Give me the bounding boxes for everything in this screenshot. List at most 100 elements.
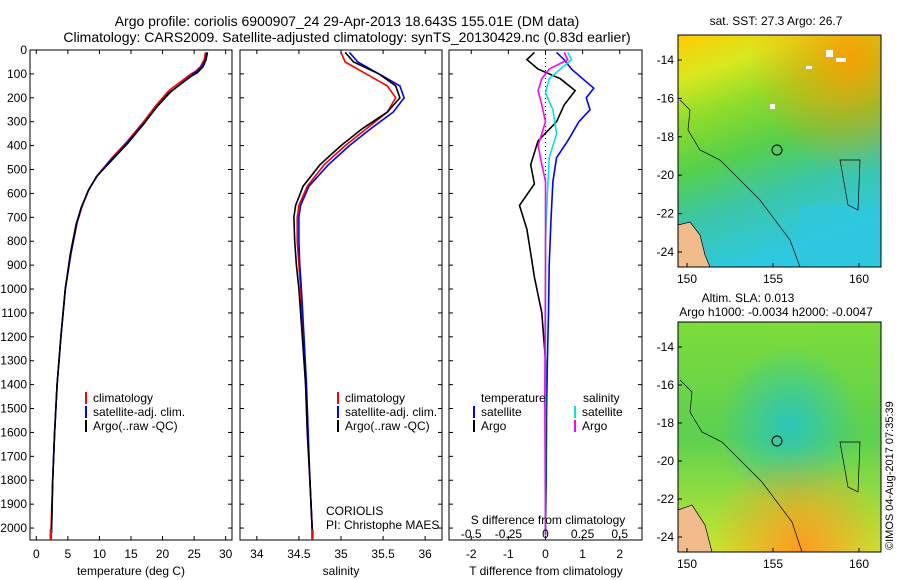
x-tick-label: 5 xyxy=(65,547,72,561)
map-lon-label: 150 xyxy=(677,557,697,571)
sst-map xyxy=(677,34,882,268)
salinity-legend: climatology satellite-adj. clim. Argo(..… xyxy=(326,391,439,532)
map-lat-label: -22 xyxy=(657,207,675,221)
temperature-panel xyxy=(29,49,233,541)
temperature-legend: climatology satellite-adj. clim. Argo(..… xyxy=(85,391,185,433)
pi-label: PI: Christophe MAES xyxy=(326,518,439,532)
legend-label-climatology: climatology xyxy=(345,391,405,405)
map-lat-label: -18 xyxy=(657,130,675,144)
coriolis-label: CORIOLIS xyxy=(326,504,383,518)
x-tick-label: 36 xyxy=(418,547,432,561)
legend-label-satellite: satellite-adj. clim. xyxy=(345,405,437,419)
sla-map-title-line2: Argo h1000: -0.0034 h2000: -0.0047 xyxy=(679,305,873,319)
series-line-climatology xyxy=(50,52,207,536)
legend-header-salinity: salinity xyxy=(583,391,620,405)
x-tick-label: 35 xyxy=(334,547,348,561)
sla-map-frame xyxy=(677,321,882,553)
depth-tick-label: 1900 xyxy=(0,497,27,511)
series-line-argo xyxy=(518,51,577,536)
salinity-axis-label: salinity xyxy=(323,564,360,578)
depth-tick-label: 2000 xyxy=(0,521,27,535)
x-tick-label: 2 xyxy=(616,547,623,561)
map-lat-label: -22 xyxy=(657,492,675,506)
map-lat-label: -24 xyxy=(657,245,675,259)
map-lat-label: -14 xyxy=(657,53,675,67)
legend-label-temp-argo: Argo xyxy=(481,419,507,433)
difference-legend: temperature salinity satellite Argo sate… xyxy=(473,391,623,433)
depth-tick-label: 600 xyxy=(7,186,27,200)
sst-map-frame xyxy=(677,34,882,268)
sst-reef-contour xyxy=(679,99,801,268)
imos-credit: ©IMOS 04-Aug-2017 07:35:39 xyxy=(884,401,896,550)
depth-tick-label: 1400 xyxy=(0,378,27,392)
sst-missing-pixel xyxy=(826,50,833,57)
depth-tick-label: 1800 xyxy=(0,473,27,487)
map-lon-label: 155 xyxy=(763,272,783,286)
legend-label-climatology: climatology xyxy=(93,391,153,405)
map-lon-label: 160 xyxy=(849,557,869,571)
s-difference-tick-label: 0 xyxy=(542,527,549,541)
s-difference-tick-label: -0.25 xyxy=(495,527,523,541)
map-lat-label: -16 xyxy=(657,378,675,392)
sla-reef-contour xyxy=(679,379,803,553)
series-line-satellite xyxy=(298,51,405,533)
depth-tick-label: 400 xyxy=(7,139,27,153)
sst-map-cool-patch xyxy=(800,205,881,267)
depth-tick-label: 1000 xyxy=(0,282,27,296)
argo-position-marker xyxy=(771,144,783,156)
depth-tick-label: 1700 xyxy=(0,449,27,463)
salinity-panel xyxy=(239,49,443,541)
x-tick-label: 34.5 xyxy=(287,547,311,561)
legend-label-satellite: satellite-adj. clim. xyxy=(93,405,185,419)
depth-tick-label: 200 xyxy=(7,91,27,105)
x-tick-label: 15 xyxy=(124,547,138,561)
depth-tick-label: 1100 xyxy=(1,306,27,320)
map-lon-label: 150 xyxy=(677,272,697,286)
map-lat-label: -20 xyxy=(657,168,675,182)
sst-missing-pixel xyxy=(770,104,775,109)
sla-reef-contour xyxy=(839,441,861,493)
x-tick-label: 30 xyxy=(219,547,233,561)
depth-tick-label: 1500 xyxy=(0,402,27,416)
sst-map-title: sat. SST: 27.3 Argo: 26.7 xyxy=(710,14,843,28)
legend-label-temp-satellite: satellite xyxy=(481,405,522,419)
x-tick-label: 25 xyxy=(187,547,201,561)
figure-title-line2: Climatology: CARS2009. Satellite-adjuste… xyxy=(63,29,630,45)
map-lat-label: -20 xyxy=(657,454,675,468)
x-tick-label: -1 xyxy=(503,547,514,561)
sla-map xyxy=(677,321,882,553)
s-difference-tick-label: 0.5 xyxy=(611,527,628,541)
series-line-satellite xyxy=(544,51,595,536)
depth-axis: 0 100 200 300 400 500 600 700 800 900 1000 1100 1200… xyxy=(0,43,27,535)
x-tick-label: 1 xyxy=(579,547,586,561)
x-tick-label: 34 xyxy=(250,547,264,561)
series-line-argo xyxy=(293,51,401,533)
depth-tick-label: 1200 xyxy=(0,330,27,344)
x-tick-label: 0 xyxy=(33,547,40,561)
t-difference-axis-label: T difference from climatology xyxy=(469,564,623,578)
series-line-salinity_argo xyxy=(537,52,569,536)
map-lon-label: 155 xyxy=(763,557,783,571)
map-lat-label: -18 xyxy=(657,416,675,430)
map-lat-label: -24 xyxy=(657,530,675,544)
depth-tick-label: 500 xyxy=(7,163,27,177)
depth-tick-label: 100 xyxy=(7,67,27,81)
depth-tick-label: 1600 xyxy=(0,425,27,439)
argo-position-marker xyxy=(771,435,783,447)
depth-tick-label: 300 xyxy=(7,115,27,129)
legend-header-temperature: temperature xyxy=(481,391,546,405)
depth-tick-label: 700 xyxy=(7,210,27,224)
sst-missing-pixel xyxy=(806,66,812,69)
figure-title-line1: Argo profile: coriolis 6900907_24 29-Apr… xyxy=(115,13,580,29)
sst-reef-contour xyxy=(839,159,861,211)
map-lon-label: 160 xyxy=(849,272,869,286)
series-line-climatology xyxy=(296,52,397,536)
series-line-argo xyxy=(50,52,209,533)
x-tick-label: 35.5 xyxy=(371,547,395,561)
x-tick-label: 0 xyxy=(542,547,549,561)
legend-label-sal-argo: Argo xyxy=(582,419,608,433)
depth-tick-label: 800 xyxy=(7,234,27,248)
s-difference-tick-label: 0.25 xyxy=(571,527,595,541)
s-difference-axis-label: S difference from climatology xyxy=(471,513,626,527)
